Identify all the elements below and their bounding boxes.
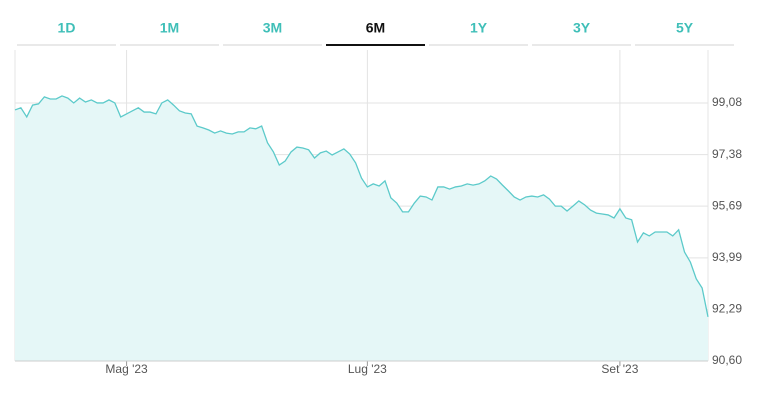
y-tick-label: 95,69 bbox=[712, 198, 742, 212]
x-tick-label: Lug '23 bbox=[348, 362, 387, 376]
tab[interactable]: 5Y bbox=[676, 20, 694, 36]
y-tick-label: 93,99 bbox=[712, 250, 742, 264]
y-tick-label: 90,60 bbox=[712, 353, 742, 367]
tab[interactable]: 1M bbox=[160, 20, 179, 36]
x-tick-label: Mag '23 bbox=[105, 362, 148, 376]
x-tick-label: Set '23 bbox=[601, 362, 638, 376]
y-tick-label: 99,08 bbox=[712, 95, 742, 109]
area bbox=[15, 95, 708, 361]
tab[interactable]: 1Y bbox=[470, 20, 488, 36]
line bbox=[14, 95, 709, 318]
y-tick-label: 97,38 bbox=[712, 147, 742, 161]
tab[interactable]: 6M bbox=[366, 20, 385, 36]
tab[interactable]: 3Y bbox=[573, 20, 591, 36]
y-tick-label: 92,29 bbox=[712, 302, 742, 316]
tab[interactable]: 1D bbox=[58, 20, 76, 36]
tab[interactable]: 3M bbox=[263, 20, 282, 36]
